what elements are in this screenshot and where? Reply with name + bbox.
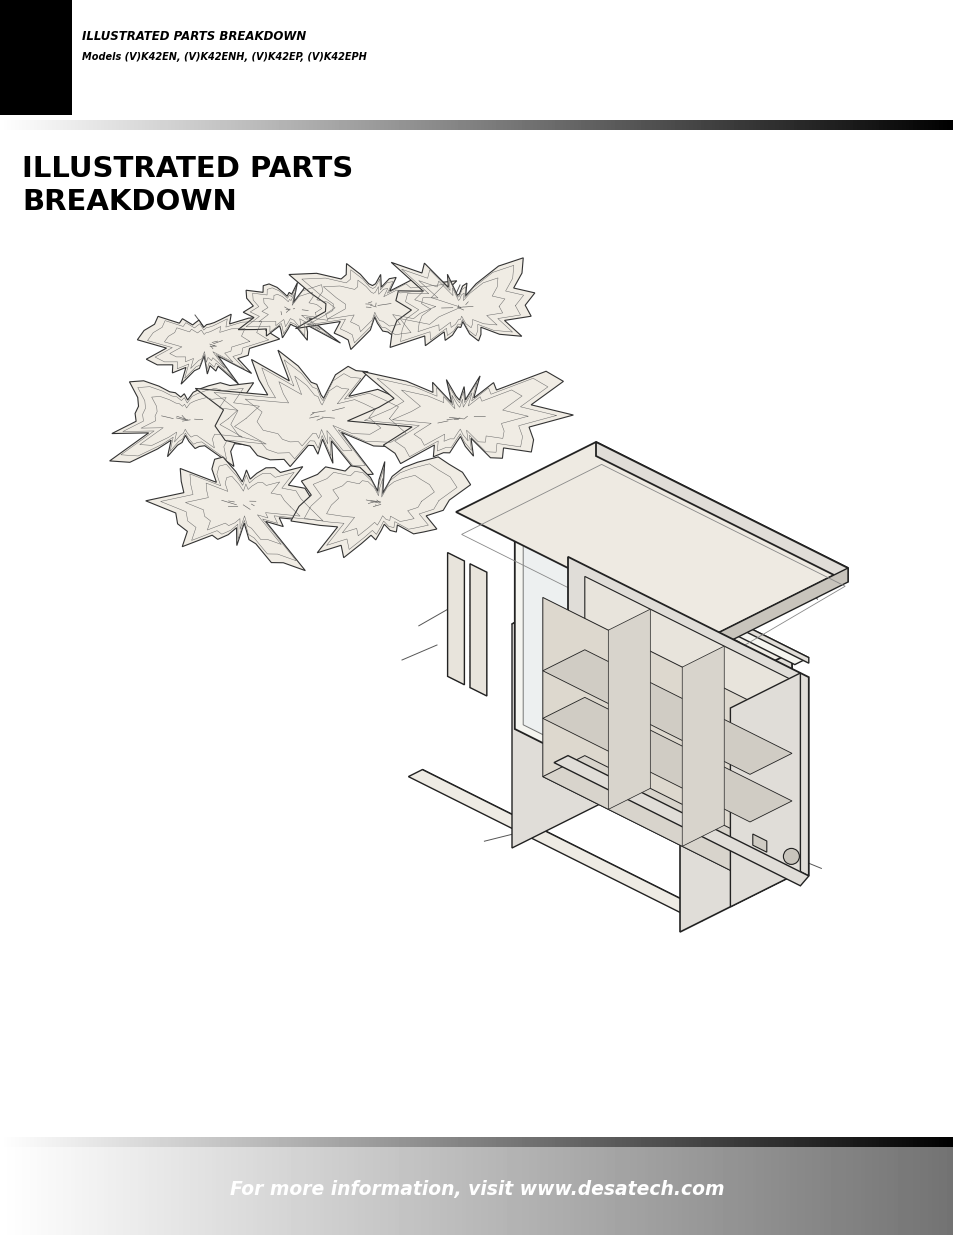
Polygon shape: [554, 756, 808, 885]
Polygon shape: [238, 280, 343, 343]
Polygon shape: [512, 568, 623, 848]
Text: ILLUSTRATED PARTS BREAKDOWN: ILLUSTRATED PARTS BREAKDOWN: [82, 30, 306, 43]
Polygon shape: [291, 457, 470, 558]
Polygon shape: [146, 457, 336, 571]
Polygon shape: [542, 698, 791, 823]
Text: For more information, visit www.desatech.com: For more information, visit www.desatech…: [230, 1179, 723, 1199]
Polygon shape: [195, 351, 421, 474]
Polygon shape: [137, 314, 279, 384]
Polygon shape: [608, 609, 650, 809]
Text: BREAKDOWN: BREAKDOWN: [22, 188, 236, 216]
Polygon shape: [347, 372, 573, 463]
Polygon shape: [554, 537, 808, 664]
Polygon shape: [542, 598, 749, 881]
Polygon shape: [515, 530, 738, 841]
Polygon shape: [422, 769, 701, 921]
Bar: [0, 0, 71, 115]
Polygon shape: [512, 568, 791, 708]
Polygon shape: [623, 568, 791, 876]
Polygon shape: [289, 263, 476, 350]
Polygon shape: [408, 769, 701, 916]
Polygon shape: [456, 442, 847, 638]
Polygon shape: [734, 642, 738, 844]
Polygon shape: [567, 557, 808, 876]
Polygon shape: [447, 552, 464, 684]
Text: ILLUSTRATED PARTS: ILLUSTRATED PARTS: [22, 156, 353, 183]
Polygon shape: [752, 834, 766, 852]
Polygon shape: [567, 537, 808, 663]
Polygon shape: [730, 673, 800, 906]
Polygon shape: [542, 650, 791, 774]
Circle shape: [782, 848, 799, 864]
Polygon shape: [596, 442, 847, 582]
Polygon shape: [390, 258, 535, 347]
Polygon shape: [110, 380, 280, 467]
Text: Models (V)K42EN, (V)K42ENH, (V)K42EP, (V)K42EPH: Models (V)K42EN, (V)K42ENH, (V)K42EP, (V…: [82, 52, 366, 62]
Polygon shape: [470, 564, 486, 697]
Polygon shape: [584, 577, 791, 860]
Polygon shape: [681, 646, 723, 846]
Polygon shape: [707, 568, 847, 652]
Polygon shape: [542, 756, 791, 881]
Polygon shape: [679, 652, 791, 932]
Polygon shape: [522, 543, 730, 829]
